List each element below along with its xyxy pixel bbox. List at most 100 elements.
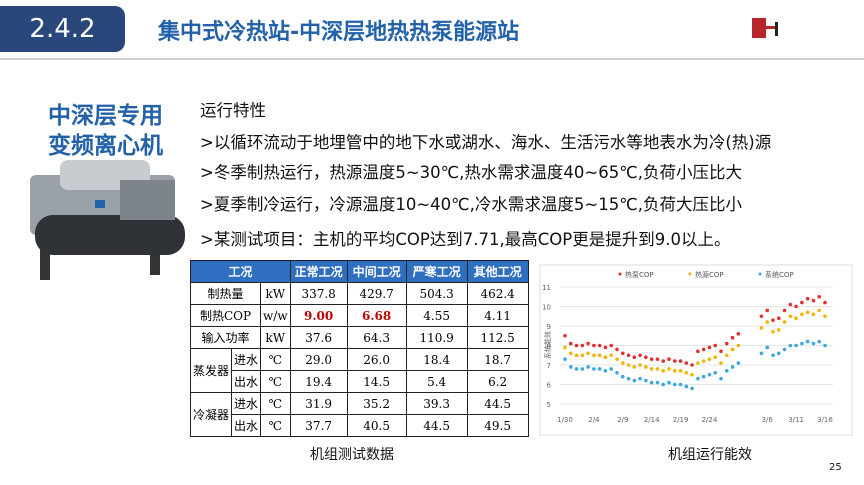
data-point <box>690 386 694 391</box>
table-cell: 40.5 <box>346 414 407 437</box>
data-point <box>788 314 793 319</box>
table-cell: 输入功率 <box>189 326 262 349</box>
data-point <box>800 300 804 305</box>
group-cell: 冷凝器 <box>189 392 233 437</box>
legend-label: 热源COP <box>695 270 724 279</box>
data-point <box>817 339 822 344</box>
x-tick-label: 2/14 <box>644 416 660 424</box>
data-point <box>655 380 660 385</box>
table-cell: ℃ <box>260 370 291 393</box>
data-point <box>626 376 631 381</box>
data-point <box>649 367 654 371</box>
data-point <box>696 361 700 365</box>
data-point <box>563 357 567 361</box>
data-point <box>615 347 619 352</box>
data-point <box>580 343 585 348</box>
data-point <box>655 357 660 361</box>
table-cell: 49.5 <box>466 414 529 437</box>
bullet: >夏季制冷运行，冷源温度10~40℃,冷水需求温度5~15℃,负荷大压比小 <box>200 195 743 214</box>
data-point <box>655 367 660 371</box>
data-point <box>782 320 787 324</box>
table-cell: 制热COP <box>189 304 262 327</box>
data-point <box>603 355 608 360</box>
data-point <box>632 378 637 383</box>
table-row: 蒸发器 进水 ℃ 29.0 26.0 18.4 18.7 <box>189 348 529 393</box>
data-point <box>563 333 567 338</box>
data-point <box>684 361 689 365</box>
data-point <box>644 378 648 383</box>
table-cell: 462.4 <box>466 282 529 305</box>
y-tick-label: 7 <box>547 362 551 370</box>
chart-frame <box>539 264 853 436</box>
bullet: >某测试项目：主机的平均COP达到7.71,最高COP更是提升到9.0以上。 <box>200 230 731 249</box>
table-cell: 18.7 <box>466 348 529 371</box>
y-tick-label: 10 <box>542 304 551 312</box>
data-point <box>707 345 712 350</box>
table-row: 冷凝器 进水 ℃ 31.9 35.2 39.3 44.5 <box>189 392 529 437</box>
data-point <box>615 371 619 375</box>
data-point <box>597 367 602 371</box>
data-point <box>661 382 666 387</box>
table-cell: 14.5 <box>346 370 407 393</box>
data-point <box>586 341 590 346</box>
data-point <box>620 351 625 356</box>
data-point <box>592 367 596 371</box>
y-tick-label: 6 <box>547 382 552 390</box>
data-point <box>568 341 573 346</box>
data-point <box>592 343 596 348</box>
heading-line: 变频离心机 <box>48 133 163 159</box>
data-point <box>788 343 793 348</box>
data-point <box>759 351 764 356</box>
table-cell: ℃ <box>260 392 291 415</box>
table-cell: 制热量 <box>189 282 262 305</box>
data-point <box>817 308 822 313</box>
table-cell: 4.55 <box>405 304 468 327</box>
data-point <box>667 367 671 371</box>
table-row: 制热COP w/w 9.00 6.68 4.55 4.11 <box>189 304 529 327</box>
data-point <box>707 357 712 361</box>
data-point <box>661 369 666 373</box>
data-point <box>667 380 671 385</box>
table-cell: 110.9 <box>405 326 468 349</box>
data-point <box>713 355 718 360</box>
data-point <box>724 353 729 358</box>
data-point <box>765 308 770 313</box>
data-point <box>580 353 585 358</box>
data-point <box>701 359 706 363</box>
data-point <box>765 320 770 324</box>
y-tick-label: 9 <box>547 323 551 331</box>
data-point <box>771 318 775 322</box>
table-cell: 37.7 <box>289 414 348 437</box>
data-point <box>684 371 689 375</box>
slide-title: 集中式冷热站-中深层地热热泵能源站 <box>158 20 520 45</box>
table-cell: kW <box>260 326 291 349</box>
header-cell: 正常工况 <box>289 260 348 283</box>
data-point <box>620 374 625 379</box>
data-point <box>678 369 683 373</box>
data-point <box>701 374 706 379</box>
data-point <box>592 353 596 358</box>
section-number: 2.4.2 <box>0 6 125 52</box>
data-point <box>794 343 798 348</box>
data-point <box>730 335 735 340</box>
legend-marker <box>618 272 622 276</box>
data-point <box>771 353 775 358</box>
data-point <box>609 367 614 371</box>
data-point <box>638 376 642 381</box>
table-cell: 29.0 <box>289 348 348 371</box>
table-cell: 6.68 <box>346 304 407 327</box>
data-point <box>615 357 619 361</box>
data-point <box>696 349 700 354</box>
data-point <box>811 341 816 346</box>
data-point <box>690 363 694 367</box>
bullet: >以循环流动于地埋管中的地下水或湖水、海水、生活污水等地表水为冷(热)源 <box>200 133 772 152</box>
data-point <box>632 365 637 369</box>
data-point <box>788 302 793 307</box>
table-cell: ℃ <box>260 414 291 437</box>
data-point <box>649 357 654 361</box>
data-point <box>811 298 816 303</box>
legend-label: 热泵COP <box>625 270 654 279</box>
data-point <box>736 361 741 365</box>
table-cell: 64.3 <box>346 326 407 349</box>
data-point <box>672 359 677 363</box>
